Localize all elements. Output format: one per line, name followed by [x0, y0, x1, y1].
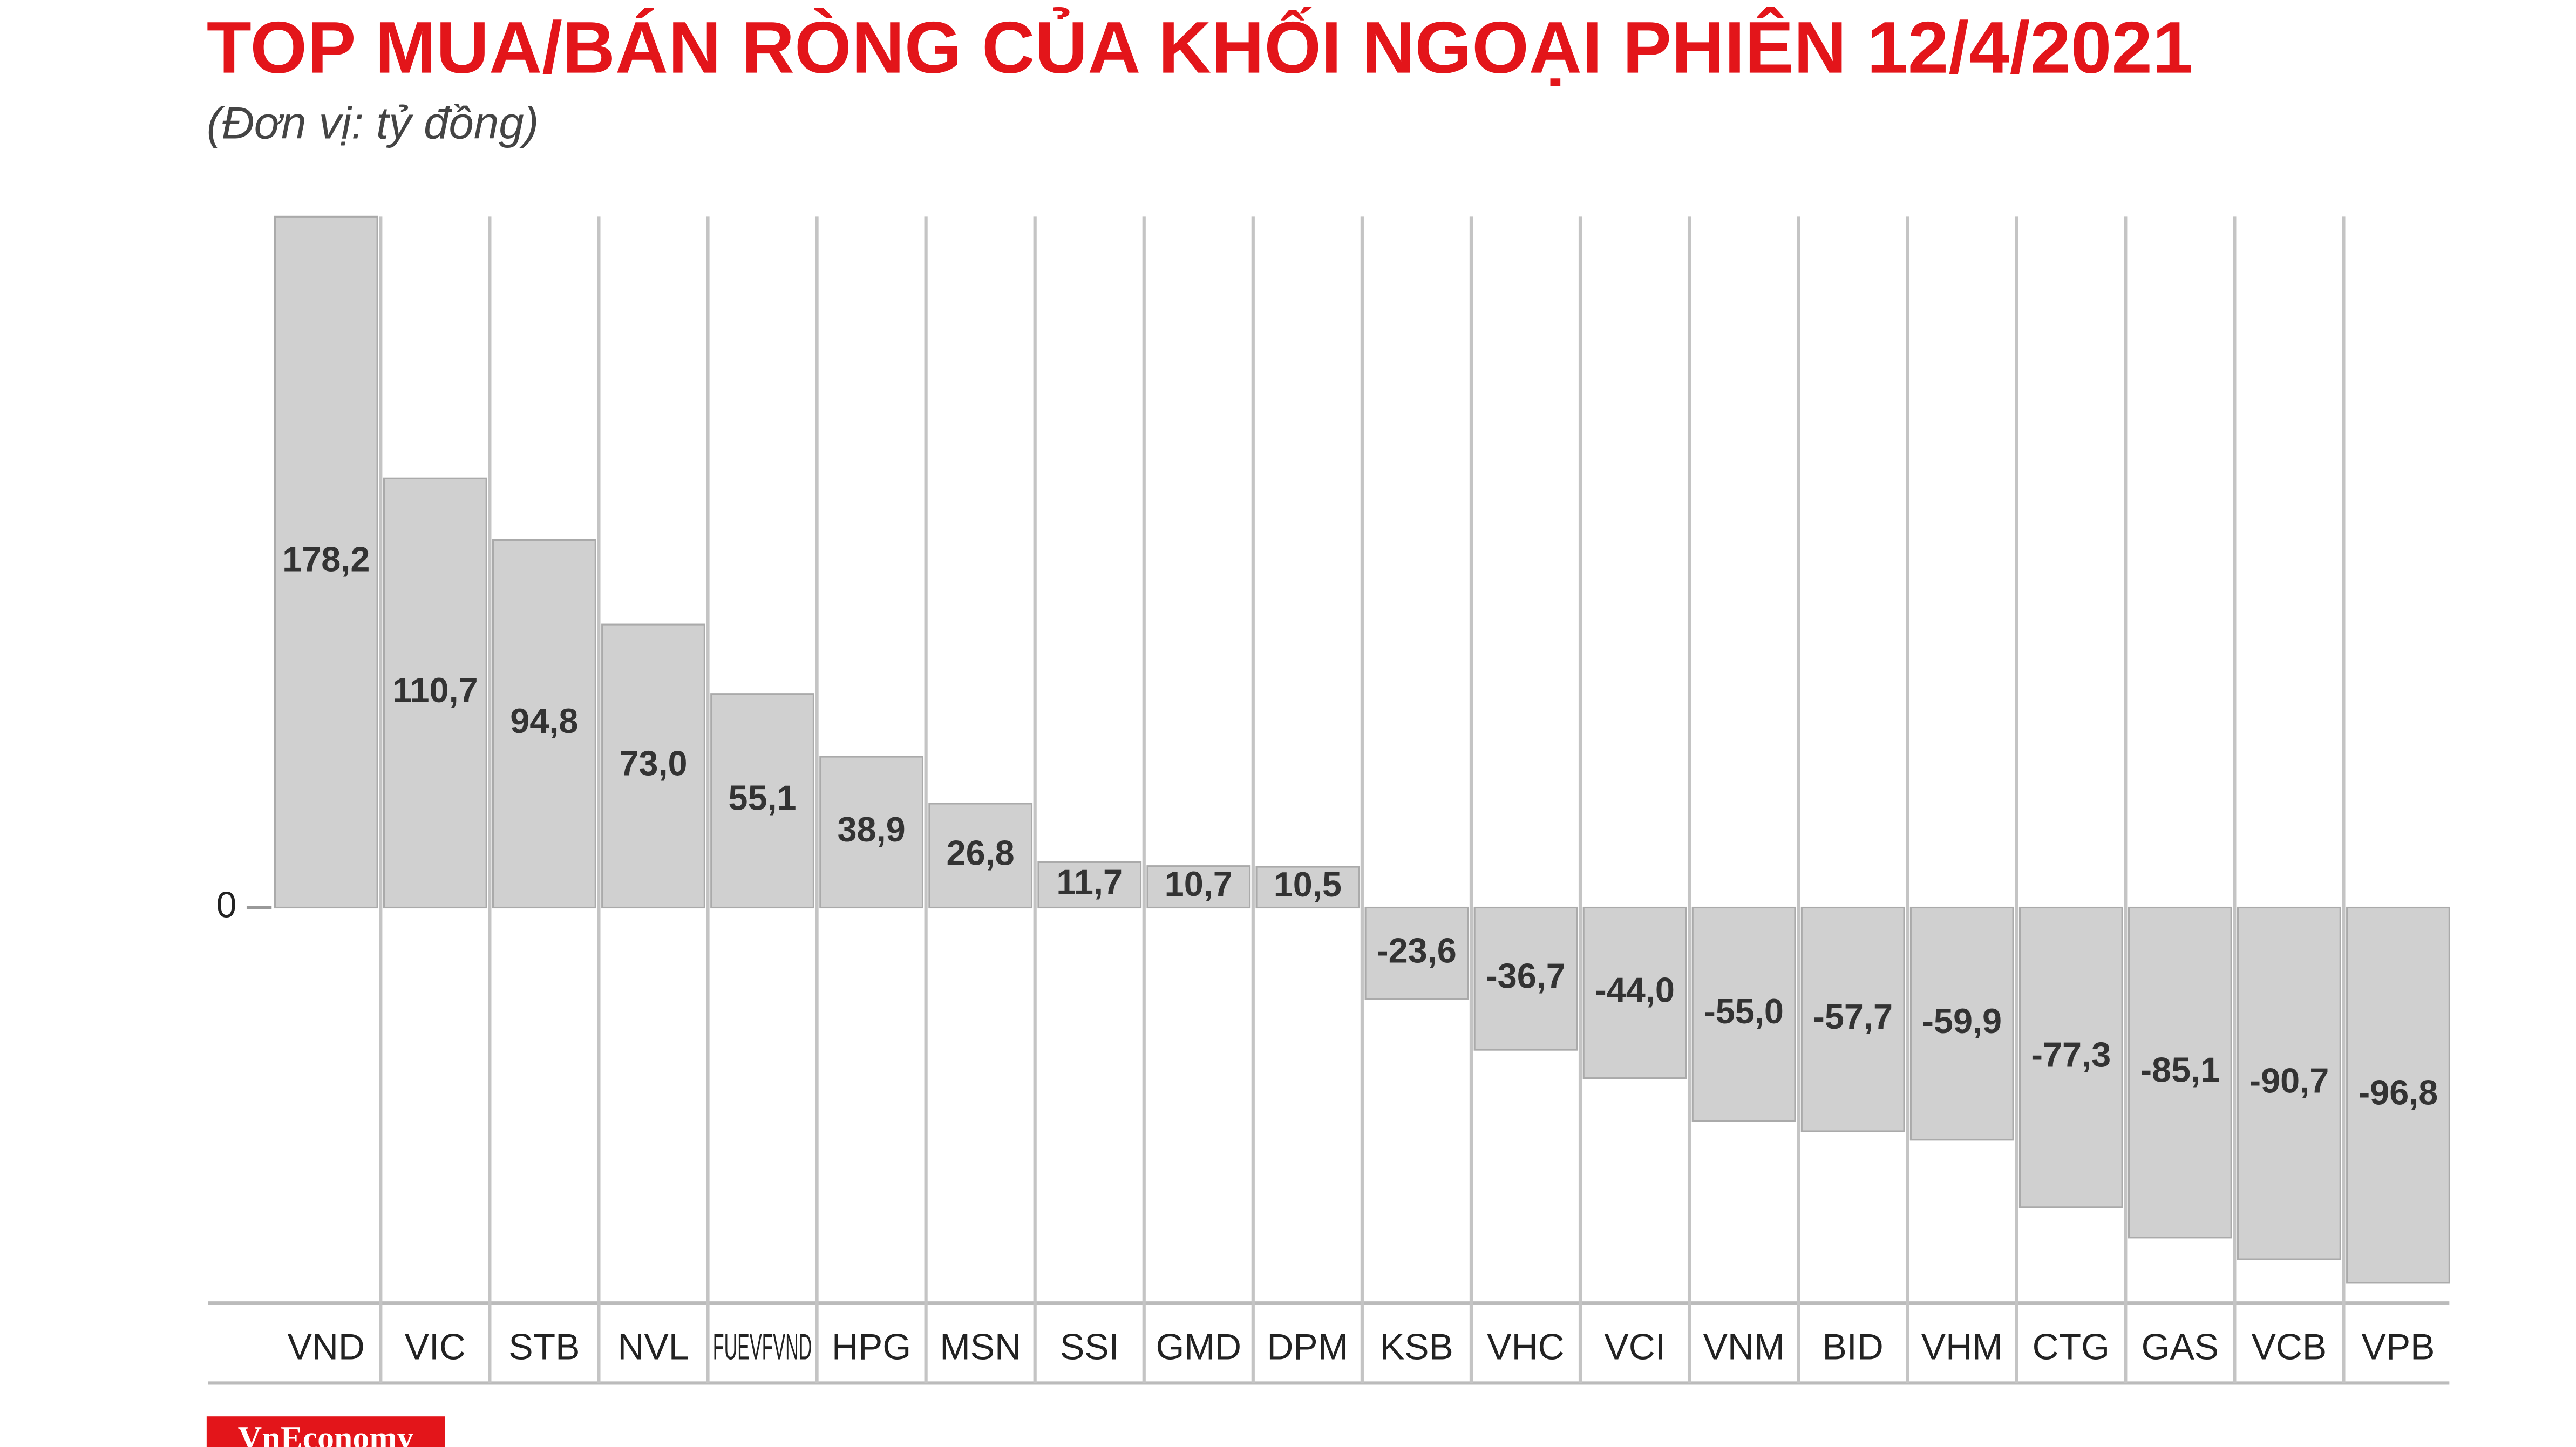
value-label: -36,7	[1486, 956, 1566, 995]
x-tick-label: VNM	[1703, 1327, 1785, 1368]
x-tick-label: FUEVFVND	[713, 1327, 812, 1368]
bar	[2128, 906, 2232, 1239]
value-label: 110,7	[392, 670, 478, 710]
value-label: -77,3	[2031, 1035, 2111, 1074]
x-tick-label: DPM	[1267, 1327, 1348, 1368]
bar	[601, 623, 705, 909]
bar	[928, 803, 1033, 909]
x-tick-label: MSN	[940, 1327, 1021, 1368]
x-tick-label: CTG	[2033, 1327, 2110, 1368]
value-label: 55,1	[728, 778, 796, 818]
value-label: -57,7	[1813, 997, 1893, 1036]
logo-box	[206, 1416, 445, 1447]
value-label: 26,8	[947, 833, 1015, 872]
bar	[2237, 906, 2341, 1260]
chart-subtitle: (Đơn vị: tỷ đồng)	[207, 98, 539, 148]
bar	[492, 539, 596, 909]
value-label: -55,0	[1704, 991, 1784, 1031]
x-tick-label: VCB	[2252, 1327, 2327, 1368]
x-tick-label: BID	[1823, 1327, 1884, 1368]
bar	[1255, 866, 1360, 909]
value-label: 10,7	[1165, 864, 1233, 903]
value-label: 94,8	[510, 701, 578, 741]
bar	[1364, 906, 1469, 1000]
value-label: 178,2	[282, 540, 370, 579]
chart-title: TOP MUA/BÁN RÒNG CỦA KHỐI NGOẠI PHIÊN 12…	[207, 6, 2193, 89]
x-tick-label: NVL	[617, 1327, 689, 1368]
value-label: 11,7	[1056, 862, 1123, 902]
logo: VnEconomy	[238, 1420, 414, 1447]
value-label: -23,6	[1377, 930, 1457, 970]
bar	[1473, 906, 1578, 1051]
bar	[274, 215, 378, 909]
x-tick-label: GMD	[1156, 1327, 1241, 1368]
bar	[710, 693, 814, 909]
x-tick-label: HPG	[832, 1327, 911, 1368]
value-label: 38,9	[838, 810, 906, 849]
bar	[1691, 906, 1796, 1122]
bar	[1909, 906, 2014, 1141]
x-tick-label: VHM	[1921, 1327, 2003, 1368]
x-tick-label: VND	[288, 1327, 365, 1368]
bar	[1800, 906, 1905, 1132]
value-label: 10,5	[1274, 865, 1342, 904]
x-tick-label: VPB	[2362, 1327, 2435, 1368]
y-tick-label: 0	[216, 885, 237, 925]
x-tick-label: STB	[508, 1327, 580, 1368]
bar	[2018, 906, 2123, 1208]
x-tick-label: SSI	[1060, 1327, 1119, 1368]
x-tick-label: VHC	[1487, 1327, 1564, 1368]
bar	[819, 756, 924, 909]
bar	[1582, 906, 1687, 1079]
x-tick-label: KSB	[1380, 1327, 1453, 1368]
value-label: -59,9	[1922, 1001, 2002, 1041]
bar	[1037, 861, 1142, 909]
x-tick-label: GAS	[2142, 1327, 2219, 1368]
value-label: -44,0	[1595, 970, 1675, 1010]
value-label: -96,8	[2358, 1072, 2438, 1112]
x-tick-label: VCI	[1604, 1327, 1665, 1368]
value-label: -90,7	[2249, 1061, 2329, 1100]
value-label: -85,1	[2140, 1050, 2220, 1089]
bar	[383, 477, 487, 909]
x-tick-label: VIC	[405, 1327, 466, 1368]
value-label: 73,0	[619, 743, 687, 783]
bar	[1146, 865, 1251, 909]
bar	[2346, 906, 2450, 1284]
